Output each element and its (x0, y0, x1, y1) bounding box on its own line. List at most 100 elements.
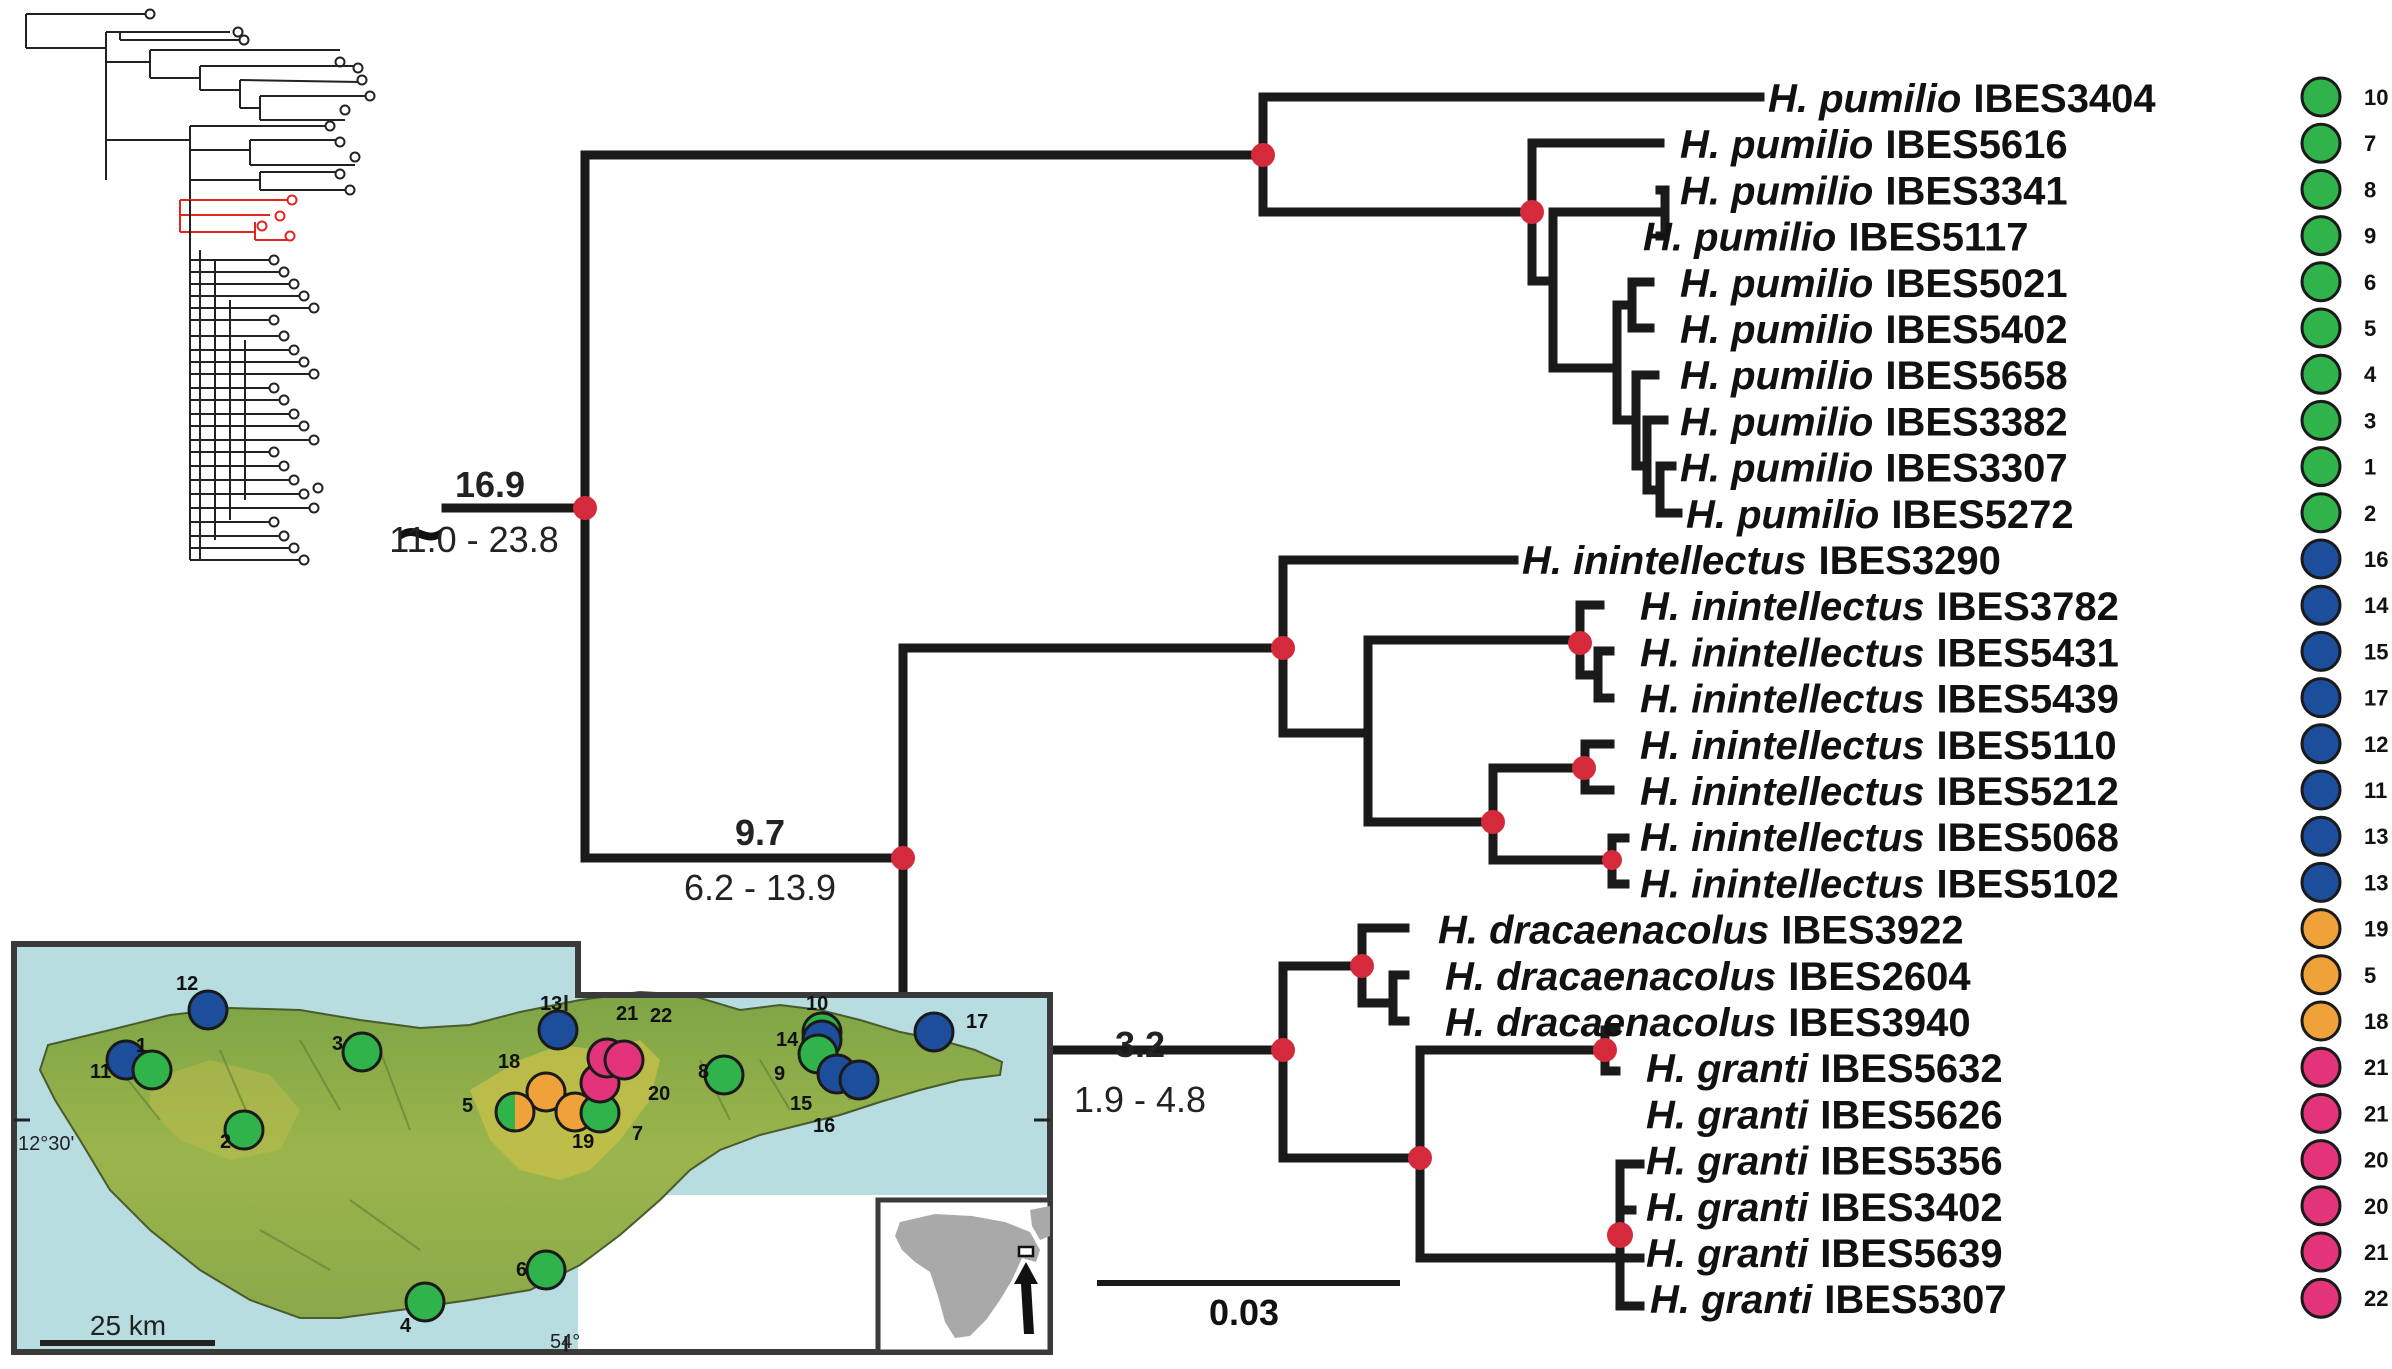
map-site (525, 1071, 567, 1113)
locality-number: 21 (2364, 1240, 2388, 1265)
locality-number: 7 (2364, 131, 2376, 156)
map-scale-label: 25 km (90, 1310, 166, 1341)
map-site (494, 1091, 536, 1133)
locality-dot (2300, 584, 2342, 626)
taxon-label: H. pumilio IBES5402 (1680, 308, 2068, 352)
taxon-id: IBES2604 (1788, 955, 1971, 999)
taxon-label: H. granti IBES5639 (1646, 1232, 2003, 1276)
overview-tip (288, 474, 300, 486)
locality-dot (2300, 76, 2342, 118)
map-lon-label: 54° (550, 1331, 580, 1353)
taxon-species: H. pumilio (1643, 216, 1836, 260)
taxon-species: H. dracaenacolus (1445, 1001, 1776, 1045)
map-site-label: 4 (400, 1315, 412, 1337)
map-site-label: 20 (648, 1083, 670, 1105)
taxon-species: H. granti (1646, 1047, 1809, 1091)
taxon-label: H. inintellectus IBES3782 (1640, 585, 2119, 629)
locality-dot (2300, 1231, 2342, 1273)
taxon-label: H. granti IBES5626 (1646, 1093, 2003, 1137)
locality-dot (2300, 1277, 2342, 1319)
taxon-species: H. dracaenacolus (1438, 909, 1769, 953)
map-site (187, 989, 229, 1031)
overview-tip (256, 220, 268, 232)
overview-tip (238, 34, 250, 46)
taxon-species: H. inintellectus (1522, 539, 1807, 583)
map-site-label: 22 (650, 1005, 672, 1027)
taxon-label: H. pumilio IBES5658 (1680, 354, 2068, 398)
tree-nodes (573, 143, 1633, 1248)
taxon-species: H. pumilio (1680, 123, 1873, 167)
locality-dot (2300, 168, 2342, 210)
arabia-shape (1030, 1206, 1050, 1240)
map-site-label: 12 (176, 973, 198, 995)
overview-tip (308, 434, 320, 446)
root-break-symbol: ~ (398, 489, 444, 577)
node-hpd-inintellectus-split: 6.2 - 13.9 (684, 867, 836, 908)
taxon-id: IBES5626 (1820, 1093, 2002, 1137)
undefined (1408, 1146, 1432, 1170)
map-site-label: 21 (616, 1003, 638, 1025)
map-site (404, 1281, 446, 1323)
taxon-id: IBES3940 (1788, 1001, 1970, 1045)
map-site (838, 1059, 880, 1101)
overview-tip (298, 488, 310, 500)
taxon-id: IBES5658 (1885, 354, 2067, 398)
taxon-id: IBES3402 (1820, 1186, 2002, 1230)
taxon-id: IBES3290 (1819, 539, 2001, 583)
map-site-half (515, 1093, 534, 1131)
taxon-species: H. granti (1646, 1093, 1809, 1137)
taxon-id: IBES5402 (1885, 308, 2067, 352)
overview-tip (278, 394, 290, 406)
locality-number: 5 (2364, 316, 2376, 341)
africa-shape (895, 1214, 1040, 1338)
undefined (1271, 636, 1295, 660)
locality-number: 20 (2364, 1148, 2388, 1173)
undefined (573, 496, 597, 520)
taxon-id: IBES5110 (1937, 724, 2117, 768)
map-site (525, 1249, 567, 1291)
scale-bar-label: 0.03 (1209, 1292, 1279, 1333)
overview-tip (278, 460, 290, 472)
overview-tip (308, 368, 320, 380)
taxon-species: H. dracaenacolus (1445, 955, 1776, 999)
map-lat-label: 12°30' (18, 1133, 74, 1155)
locality-dot (2300, 1139, 2342, 1181)
locality-number: 19 (2364, 917, 2388, 942)
taxon-label: H. pumilio IBES5272 (1686, 493, 2074, 537)
locality-dot (2300, 538, 2342, 580)
map-site (603, 1039, 645, 1081)
undefined (1607, 1222, 1633, 1248)
taxon-id: IBES3307 (1885, 447, 2067, 491)
overview-tip (312, 482, 324, 494)
map-site-label: 16 (813, 1115, 835, 1137)
map-site-label: 14 (776, 1029, 799, 1051)
locality-number: 10 (2364, 85, 2388, 110)
taxon-species: H. pumilio (1686, 493, 1879, 537)
undefined (1251, 143, 1275, 167)
overview-tip (334, 168, 346, 180)
taxon-label: H. dracaenacolus IBES3922 (1438, 909, 1964, 953)
taxon-id: IBES5431 (1937, 631, 2119, 675)
map-site-label: 19 (572, 1131, 594, 1153)
node-age-labels: 16.9 11.0 - 23.8 9.7 6.2 - 13.9 3.2 1.9 … (389, 464, 1206, 1120)
locality-legend: 1078965431216141517121113131951821212020… (2300, 76, 2389, 1319)
taxon-label: H. pumilio IBES3382 (1680, 400, 2068, 444)
taxon-id: IBES5068 (1937, 816, 2119, 860)
node-hpd-root: 11.0 - 23.8 (389, 519, 558, 560)
locality-number: 6 (2364, 270, 2376, 295)
map-site (341, 1031, 383, 1073)
locality-dot (2300, 1000, 2342, 1042)
map-site (537, 1009, 579, 1051)
taxon-id: IBES3404 (1973, 77, 2156, 121)
locality-dot (2300, 446, 2342, 488)
taxon-id: IBES3922 (1781, 909, 1963, 953)
scale-bar: 0.03 (1097, 1280, 1400, 1333)
taxon-species: H. granti (1646, 1232, 1809, 1276)
overview-tip (298, 420, 310, 432)
map-site-label: 15 (790, 1093, 812, 1115)
locality-dot (2300, 122, 2342, 164)
overview-tip (298, 290, 310, 302)
taxon-id: IBES5212 (1937, 770, 2119, 814)
overview-tip (288, 408, 300, 420)
